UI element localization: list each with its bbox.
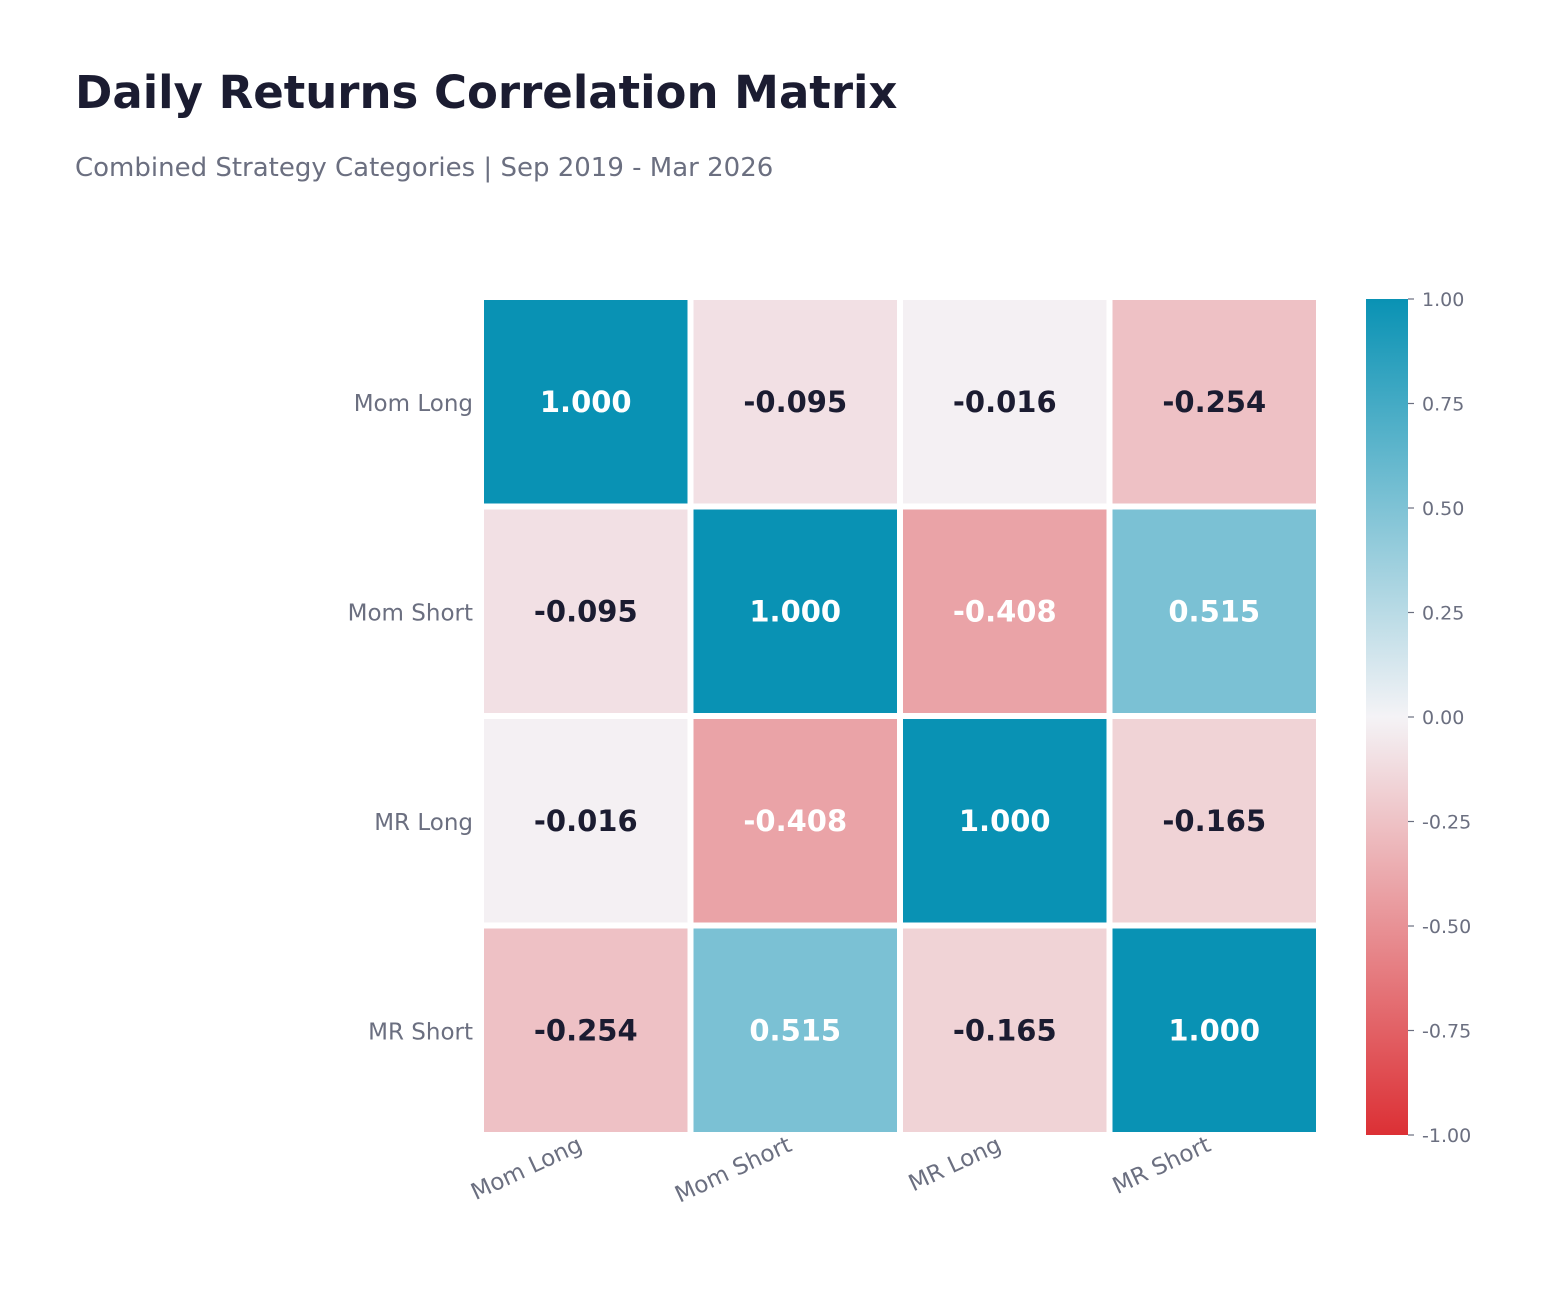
cell-value-label: -0.408 (953, 594, 1057, 628)
row-label: MR Long (374, 810, 473, 836)
heatmap-cell (903, 300, 1107, 504)
colorbar-tick-label: 0.25 (1422, 603, 1464, 625)
cell-value-label: -0.165 (953, 1013, 1057, 1047)
heatmap-cell (1112, 719, 1316, 923)
heatmap-cell (903, 928, 1107, 1132)
heatmap-cell (693, 300, 897, 504)
cell-value-label: 1.000 (959, 804, 1051, 838)
colorbar-tick-label: 0.50 (1422, 498, 1464, 520)
heatmap-cell (693, 719, 897, 923)
chart-title: Daily Returns Correlation Matrix (75, 66, 898, 119)
cell-value-label: -0.016 (534, 804, 638, 838)
heatmap-cell (903, 719, 1107, 923)
colorbar-tick-label: 1.00 (1422, 289, 1464, 311)
cell-value-label: -0.016 (953, 385, 1057, 419)
cell-value-label: -0.254 (1162, 385, 1266, 419)
colorbar-gradient (1366, 299, 1408, 1135)
cell-value-label: 0.515 (749, 1013, 841, 1047)
row-label: Mom Long (354, 391, 473, 417)
cell-value-label: 0.515 (1168, 594, 1260, 628)
heatmap-cell (484, 300, 688, 504)
cell-value-label: 1.000 (540, 385, 632, 419)
heatmap-cell (1112, 509, 1316, 713)
colorbar-tick-label: -0.75 (1422, 1021, 1471, 1043)
column-label: Mom Short (671, 1132, 796, 1209)
cell-value-label: -0.408 (743, 804, 847, 838)
row-label: MR Short (368, 1019, 473, 1045)
heatmap-cells: 1.000 -0.095 -0.016 -0.254 -0.095 1.000 -0.408… (484, 300, 1316, 1132)
heatmap-cell (693, 509, 897, 713)
colorbar: 1.00 0.75 0.50 0.25 0.00 -0.25 -0.50 -0.75 -1.00 (1366, 289, 1471, 1147)
heatmap-cell (1112, 300, 1316, 504)
column-labels: Mom Long Mom Short MR Long MR Short (467, 1132, 1215, 1209)
cell-value-label: -0.095 (743, 385, 847, 419)
cell-value-label: -0.254 (534, 1013, 638, 1047)
colorbar-tick-label: -1.00 (1422, 1125, 1471, 1147)
colorbar-tick-label: -0.50 (1422, 916, 1471, 938)
heatmap-cell (1112, 928, 1316, 1132)
chart-subtitle: Combined Strategy Categories | Sep 2019 … (75, 153, 774, 183)
colorbar-tick-label: 0.75 (1422, 394, 1464, 416)
column-label: MR Long (905, 1132, 1006, 1197)
cell-value-label: -0.095 (534, 594, 638, 628)
column-label: MR Short (1109, 1132, 1215, 1200)
row-label: Mom Short (348, 600, 473, 626)
heatmap-cell (484, 509, 688, 713)
colorbar-tick-label: 0.00 (1422, 707, 1464, 729)
heatmap-cell (693, 928, 897, 1132)
heatmap-cell (484, 928, 688, 1132)
cell-value-label: 1.000 (749, 594, 841, 628)
row-labels: Mom Long Mom Short MR Long MR Short (348, 391, 473, 1046)
colorbar-tick-label: -0.25 (1422, 812, 1471, 834)
cell-value-label: -0.165 (1162, 804, 1266, 838)
column-label: Mom Long (467, 1132, 586, 1206)
cell-value-label: 1.000 (1168, 1013, 1260, 1047)
heatmap-cell (903, 509, 1107, 713)
heatmap-cell (484, 719, 688, 923)
